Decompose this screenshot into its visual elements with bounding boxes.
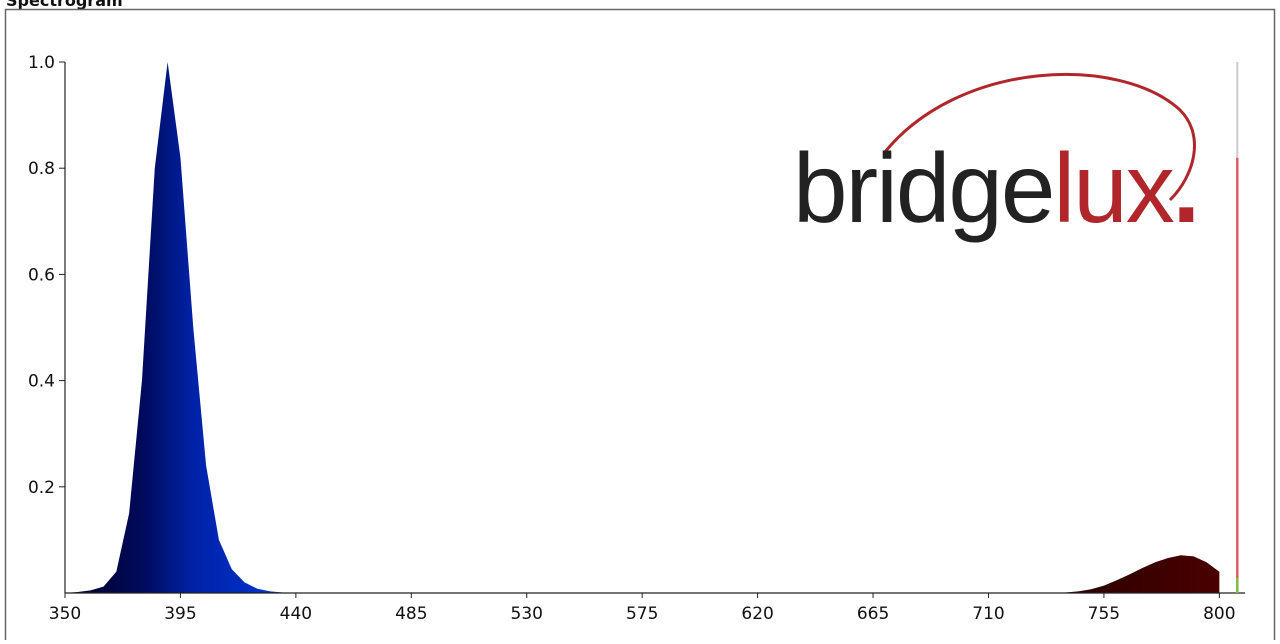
x-tick-label: 530 — [511, 604, 543, 624]
x-tick-label: 395 — [164, 604, 196, 624]
logo-accent: lux — [1053, 133, 1173, 243]
logo-text: bridgelux. — [793, 133, 1198, 243]
x-tick-label: 800 — [1203, 604, 1235, 624]
logo-dark: bridge — [793, 133, 1053, 243]
logo-arc — [883, 72, 1196, 202]
y-tick-label: 1.0 — [28, 53, 55, 73]
y-tick-label: 0.2 — [28, 478, 55, 498]
x-tick-label: 755 — [1088, 604, 1120, 624]
x-tick-label: 485 — [395, 604, 427, 624]
x-tick-label: 710 — [972, 604, 1004, 624]
x-tick-label: 440 — [280, 604, 312, 624]
spectrum-area — [65, 62, 1220, 593]
logo-dot: . — [1173, 133, 1198, 243]
y-tick-label: 0.6 — [28, 265, 55, 285]
x-tick-label: 620 — [741, 604, 773, 624]
y-tick-label: 0.8 — [28, 159, 55, 179]
y-tick-label: 0.4 — [28, 372, 55, 392]
chart-title: Spectrogram — [6, 0, 123, 10]
frame — [4, 8, 1276, 644]
x-tick-label: 665 — [857, 604, 889, 624]
x-tick-label: 575 — [626, 604, 658, 624]
logo: bridgelux. — [793, 72, 1200, 243]
x-tick-label: 350 — [49, 604, 81, 624]
